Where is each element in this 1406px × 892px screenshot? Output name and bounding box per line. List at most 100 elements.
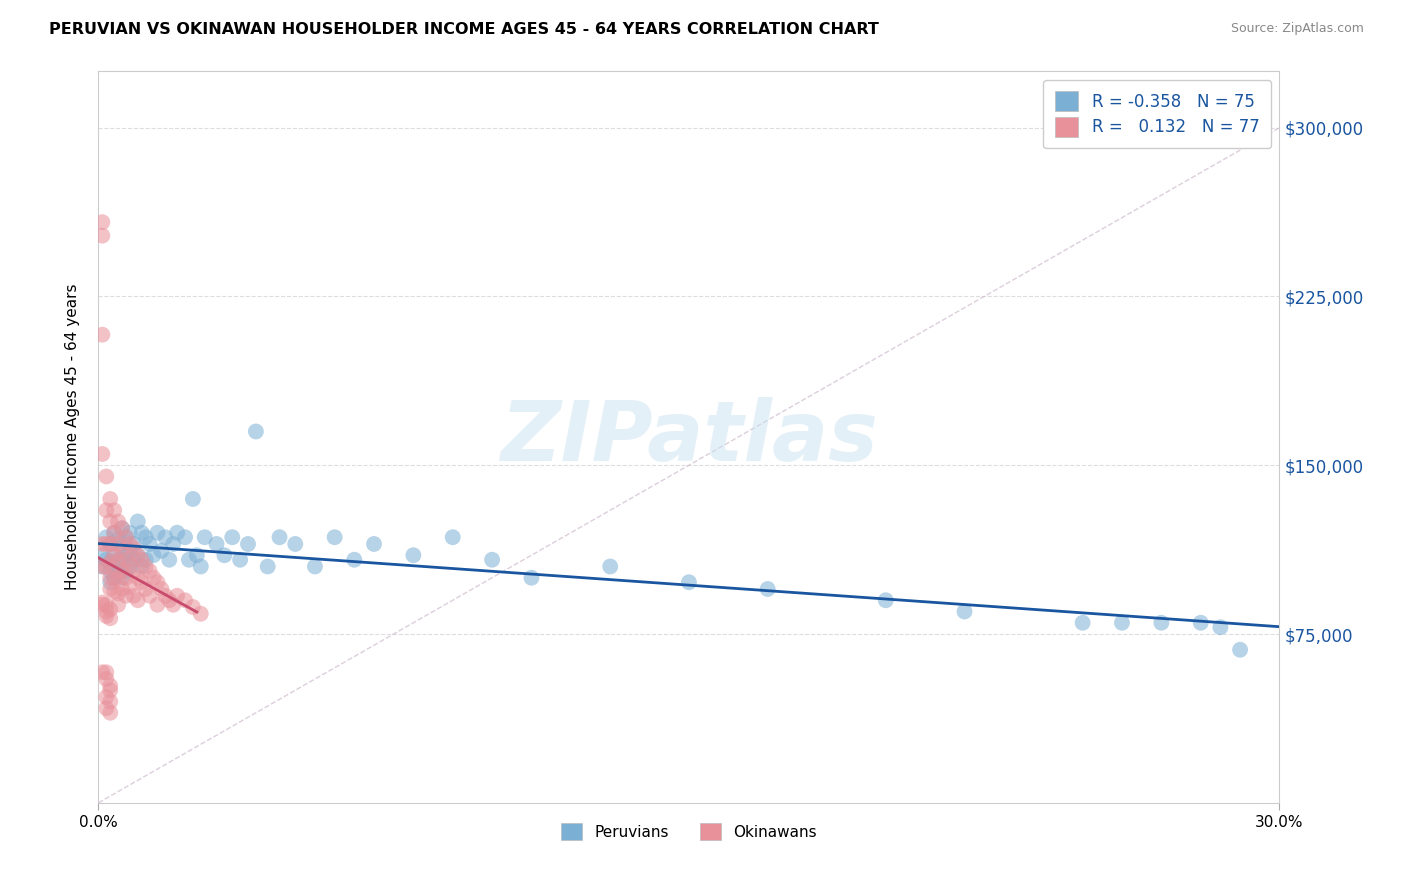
Point <box>91 559 114 574</box>
Point <box>98 706 121 720</box>
Point <box>91 598 114 612</box>
Point <box>107 566 129 581</box>
Point <box>98 679 121 693</box>
Point <box>91 447 114 461</box>
Text: Source: ZipAtlas.com: Source: ZipAtlas.com <box>1230 22 1364 36</box>
Point <box>111 537 134 551</box>
Point <box>122 564 145 578</box>
Point <box>953 605 976 619</box>
Point <box>96 701 118 715</box>
Point <box>115 571 138 585</box>
Point <box>142 571 165 585</box>
Point <box>1071 615 1094 630</box>
Point <box>111 582 134 596</box>
Point <box>190 559 212 574</box>
Point <box>343 553 366 567</box>
Point <box>150 543 173 558</box>
Point <box>118 559 141 574</box>
Point <box>103 571 125 585</box>
Point <box>138 564 160 578</box>
Point <box>115 564 138 578</box>
Point <box>91 215 114 229</box>
Text: PERUVIAN VS OKINAWAN HOUSEHOLDER INCOME AGES 45 - 64 YEARS CORRELATION CHART: PERUVIAN VS OKINAWAN HOUSEHOLDER INCOME … <box>49 22 879 37</box>
Point <box>115 530 138 544</box>
Point <box>155 589 177 603</box>
Point <box>111 571 134 585</box>
Point <box>135 553 157 567</box>
Point <box>91 548 114 562</box>
Point <box>98 575 121 590</box>
Point <box>118 543 141 558</box>
Point <box>1229 642 1251 657</box>
Point <box>214 548 236 562</box>
Point <box>107 571 129 585</box>
Point <box>91 595 114 609</box>
Point <box>127 548 149 562</box>
Point <box>162 537 184 551</box>
Point <box>96 672 118 686</box>
Point <box>103 548 125 562</box>
Point <box>115 530 138 544</box>
Point <box>103 559 125 574</box>
Point <box>107 533 129 547</box>
Point <box>103 548 125 562</box>
Y-axis label: Householder Income Ages 45 - 64 years: Householder Income Ages 45 - 64 years <box>65 284 80 591</box>
Point <box>221 530 243 544</box>
Point <box>111 521 134 535</box>
Point <box>103 525 125 540</box>
Point <box>146 525 169 540</box>
Point <box>131 575 153 590</box>
Point <box>107 555 129 569</box>
Point <box>166 589 188 603</box>
Point <box>146 575 169 590</box>
Point <box>96 530 118 544</box>
Point <box>103 503 125 517</box>
Point <box>135 530 157 544</box>
Point <box>103 525 125 540</box>
Point <box>122 537 145 551</box>
Point <box>98 694 121 708</box>
Point <box>96 537 118 551</box>
Point <box>284 537 307 551</box>
Point <box>111 521 134 535</box>
Point <box>875 593 897 607</box>
Point <box>162 598 184 612</box>
Point <box>135 559 157 574</box>
Point <box>363 537 385 551</box>
Point <box>96 690 118 704</box>
Point <box>1150 615 1173 630</box>
Point <box>98 611 121 625</box>
Point <box>96 605 118 619</box>
Point <box>174 530 197 544</box>
Point <box>166 525 188 540</box>
Point <box>107 586 129 600</box>
Point <box>96 598 118 612</box>
Point <box>1111 615 1133 630</box>
Point <box>194 530 217 544</box>
Point <box>155 530 177 544</box>
Point <box>269 530 291 544</box>
Point <box>103 571 125 585</box>
Point <box>181 599 204 614</box>
Point <box>98 491 121 506</box>
Text: ZIPatlas: ZIPatlas <box>501 397 877 477</box>
Point <box>98 564 121 578</box>
Point <box>229 553 252 567</box>
Point <box>98 555 121 569</box>
Point <box>98 537 121 551</box>
Point <box>1209 620 1232 634</box>
Point <box>142 548 165 562</box>
Point <box>96 553 118 567</box>
Point <box>122 553 145 567</box>
Point <box>118 580 141 594</box>
Point <box>122 541 145 556</box>
Legend: Peruvians, Okinawans: Peruvians, Okinawans <box>555 816 823 847</box>
Point <box>96 503 118 517</box>
Point <box>177 553 200 567</box>
Point <box>678 575 700 590</box>
Point <box>205 537 228 551</box>
Point <box>190 607 212 621</box>
Point <box>115 589 138 603</box>
Point <box>236 537 259 551</box>
Point <box>127 515 149 529</box>
